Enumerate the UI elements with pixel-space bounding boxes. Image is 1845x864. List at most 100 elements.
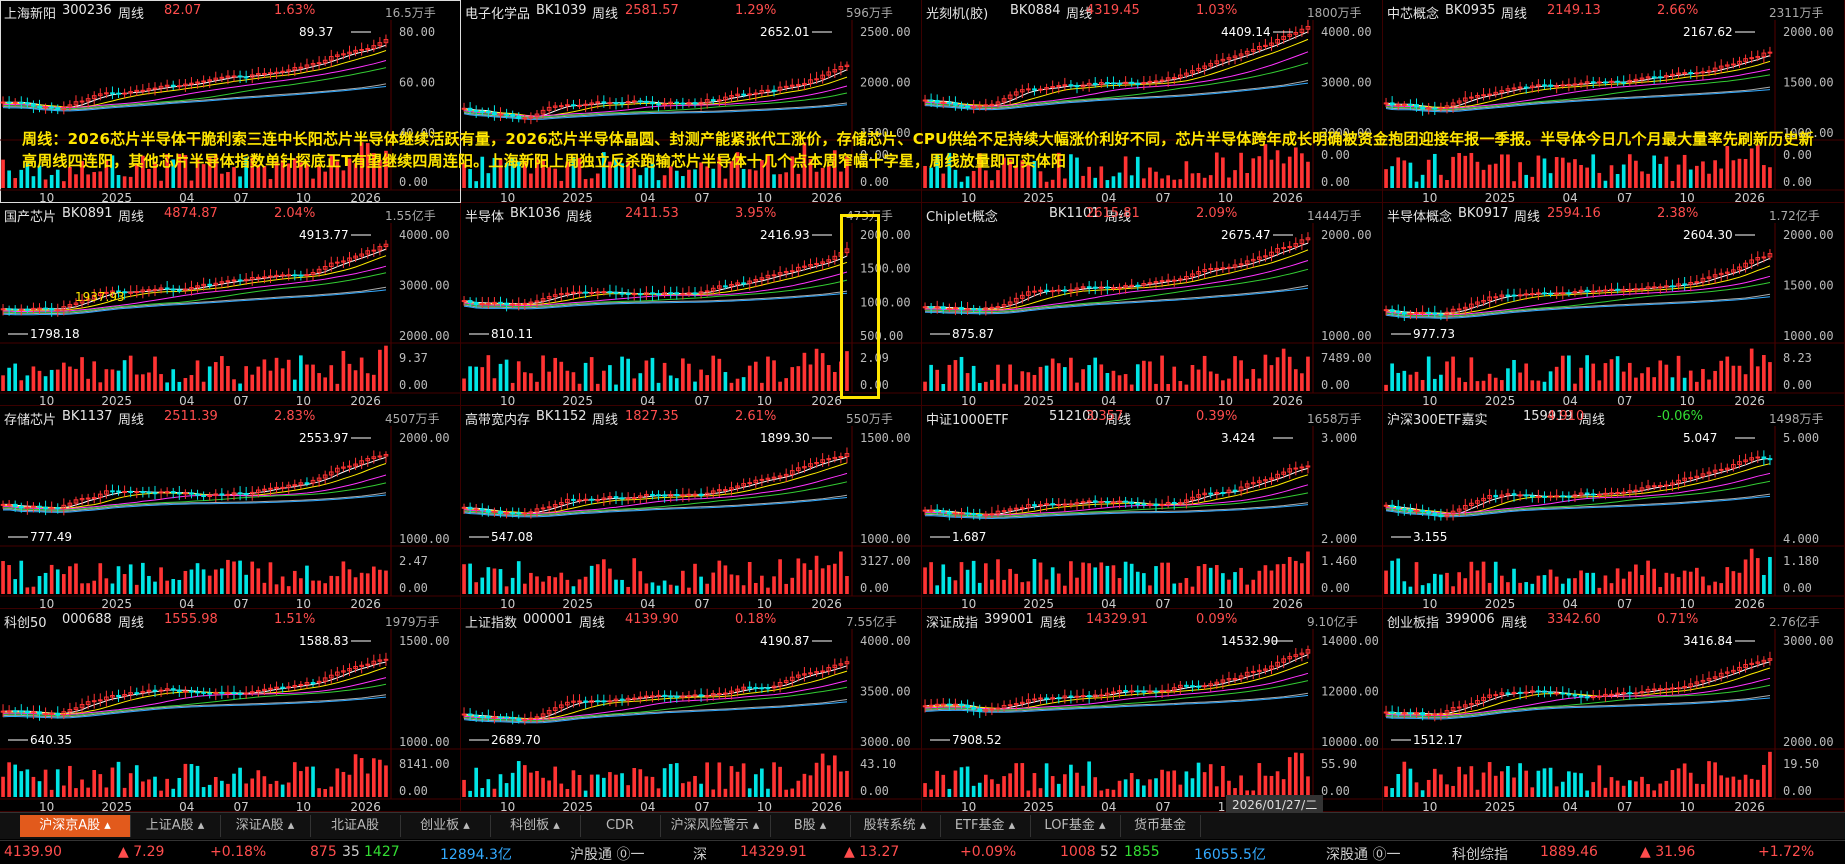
x-tick-label: 10 [1218,800,1233,812]
volume-bar [504,162,509,188]
volume-bar [311,766,315,797]
candle [1462,704,1468,708]
volume-bar [753,361,758,391]
volume-bar [232,167,236,188]
candle [607,700,613,703]
volume-bar [189,569,194,594]
x-tick-label: 07 [695,394,710,406]
candle [1123,500,1128,503]
volume-bar [1701,368,1705,391]
volume-bar [1135,364,1140,391]
chart-panel[interactable]: 80.00 60.00 40.00 0.00 10 2025 04 07 10 2026 89.37… [0,0,461,203]
market-tab[interactable]: ETF基金 ▴ [940,815,1031,837]
candle [1117,690,1122,693]
panel-price: 4319.45 [1086,3,1140,18]
candle [268,72,273,75]
candle [1153,503,1159,507]
market-tab[interactable]: CDR [580,815,661,837]
candle [1287,656,1293,660]
volume-bar [1518,582,1522,594]
volume-bar [329,786,334,797]
volume-bar [486,173,491,188]
candle [316,477,322,481]
chart-panel[interactable]: 3.000 2.000 1.460 0.00 10 2025 04 07 10 2026 3.424… [922,406,1383,609]
high-price-label: 2675.47 [1221,228,1271,242]
volume-bar [820,568,825,594]
volume-bar [1269,775,1274,797]
volume-bar [1451,785,1455,797]
candle [1694,681,1700,685]
market-tab[interactable]: 沪深京A股 ▴ [20,815,131,837]
hgt-link[interactable]: 沪股通 ⓪一 [570,847,645,863]
chart-panel[interactable]: 2000.00 1500.00 1000.00 8.23 0.00 10 2025 04 07 1… [1383,203,1845,406]
market-tab[interactable]: 深证A股 ▴ [220,815,311,837]
market-tab[interactable]: 北证A股 [310,815,401,837]
chart-panel[interactable]: 14000.00 12000.00 10000.00 55.90 0.00 10 2025 0… [922,609,1383,812]
candle [1590,493,1596,496]
volume-tick-label: 2.09 [860,351,889,365]
volume-bar [839,551,843,594]
volume-bar [705,166,709,188]
candle [1597,493,1602,496]
volume-bar [74,368,78,391]
chart-panel[interactable]: 3000.00 2000.00 19.50 0.00 10 2025 04 07 10 2026 3… [1383,609,1845,812]
volume-bar [790,577,795,594]
candle [128,692,134,696]
chart-panel[interactable]: 5.000 4.000 1.180 0.00 10 2025 04 07 10 2026 5.047… [1383,406,1845,609]
volume-bar [1390,560,1394,594]
chart-panel[interactable]: 4000.00 3000.00 2000.00 9.37 0.00 10 2025 04 07 1… [0,203,461,406]
panel-name: 上证指数 [465,616,518,631]
volume-bar [92,770,97,797]
chart-panel[interactable]: 1500.00 1000.00 8141.00 0.00 10 2025 04 07 10 202… [0,609,461,812]
candle [1432,107,1438,110]
x-tick-label: 04 [1563,191,1578,203]
market-tab[interactable]: 股转系统 ▴ [850,815,941,837]
candle [1511,87,1517,90]
volume-bar [1214,786,1219,797]
annotation-text: 周线：2026芯片半导体干脆利索三连中长阳芯片半导体继续活跃有量，2026芯片半… [22,130,1814,170]
chart-panel[interactable]: 1500.00 1000.00 3127.00 0.00 10 2025 04 07 10 202… [461,406,922,609]
candle [1038,88,1043,91]
chart-panel[interactable]: 4000.00 3500.00 3000.00 43.10 0.00 10 2025 04 07… [461,609,922,812]
chart-panel[interactable]: 2000.00 1000.00 7489.00 0.00 10 2025 04 07 10 202… [922,203,1383,406]
market-tab[interactable]: LOF基金 ▴ [1030,815,1121,837]
chart-panel[interactable]: 2000.00 1500.00 1000.00 500.00 2.09 0.00 10 202… [461,203,922,406]
volume-bar [177,777,182,797]
volume-bar [1172,583,1177,594]
chart-panel[interactable]: 2000.00 1500.00 1000.00 0.00 0.00 10 2025 04 07 1… [1383,0,1845,203]
candle [735,93,740,97]
volume-bar [305,766,309,797]
candle [473,714,479,717]
volume-bar [1457,766,1461,797]
volume-bar [80,779,84,797]
chart-panel[interactable]: 2500.00 2000.00 1500.00 0.00 0.00 10 2025 04 07 1… [461,0,922,203]
market-tab[interactable]: 科创板 ▴ [490,815,581,837]
candle [783,473,789,477]
market-tab[interactable]: 货币基金 [1120,815,1201,837]
panel-volume: 4507万手 [385,412,440,426]
candle [826,667,832,672]
candle [122,291,127,294]
candle [61,711,67,716]
volume-bar [68,566,72,594]
market-tab[interactable]: 上证A股 ▴ [130,815,221,837]
moving-average-line [1385,86,1771,112]
candle [304,482,310,485]
volume-tick-label: 1.460 [1321,554,1357,568]
market-tab[interactable]: 沪深风险警示 ▴ [660,815,771,837]
chart-panel[interactable]: 4000.00 3000.00 2000.00 0.00 0.00 10 2025 04 07 1… [922,0,1383,203]
volume-bar [947,576,952,594]
volume-bar [1129,384,1134,391]
sgt-link[interactable]: 深股通 ⓪一 [1326,847,1401,863]
market-tab[interactable]: B股 ▴ [770,815,851,837]
volume-bar [1524,582,1529,594]
candle [789,84,795,87]
candle [243,76,249,79]
candle [1305,465,1311,468]
volume-bar [177,381,182,391]
chart-panel[interactable]: 2000.00 1000.00 2.47 0.00 10 2025 04 07 10 2026 25… [0,406,461,609]
candle [1263,668,1268,671]
market-tab[interactable]: 创业板 ▴ [400,815,491,837]
moving-average-line [463,686,848,722]
